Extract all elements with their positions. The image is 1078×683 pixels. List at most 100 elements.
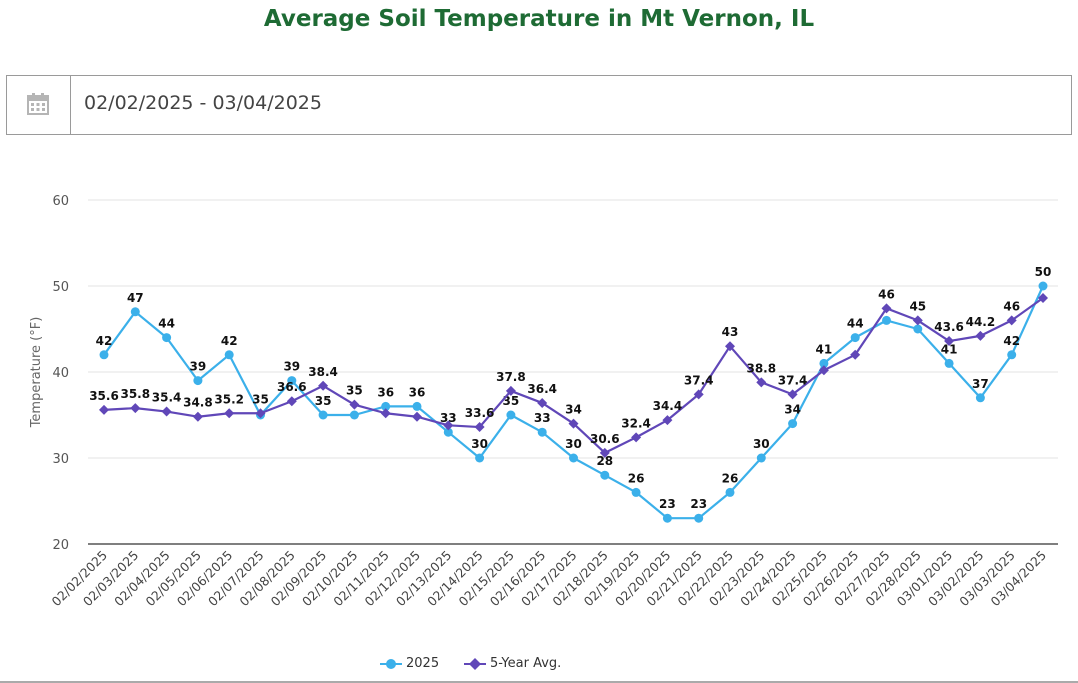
data-point-5-year-avg [756,377,767,388]
data-point-2025 [381,401,391,411]
data-label: 41 [816,342,833,356]
data-point-5-year-avg [161,406,172,417]
data-label: 34 [784,403,801,417]
data-point-5-year-avg [380,408,391,419]
date-range-text: 02/02/2025 - 03/04/2025 [84,92,322,114]
data-label: 46 [878,287,895,301]
data-point-2025 [882,315,891,325]
data-point-2025 [694,513,704,523]
legend-label-2025: 2025 [406,656,440,671]
data-label: 23 [659,497,676,511]
data-point-2025 [662,513,672,523]
data-point-5-year-avg [725,341,735,352]
data-label: 35.4 [152,391,182,405]
y-tick-label: 30 [52,452,69,467]
data-point-2025 [318,410,328,420]
data-label: 26 [628,471,645,485]
data-label: 37 [972,377,989,391]
data-point-5-year-avg [412,411,422,422]
data-label: 32.4 [621,416,651,430]
data-label: 43 [722,325,739,339]
data-label: 39 [190,360,207,374]
series-line-5-year-avg [103,297,1044,454]
data-point-2025 [1007,350,1017,360]
data-point-5-year-avg [568,418,579,429]
date-range-picker[interactable]: 02/02/2025 - 03/04/2025 [6,75,1072,135]
data-label: 33 [534,411,551,425]
data-point-2025 [944,358,954,368]
data-label: 42 [96,334,113,348]
data-label: 34 [565,403,582,417]
data-label: 50 [1035,265,1052,279]
data-point-2025 [349,410,359,420]
data-label: 44 [158,317,175,331]
data-point-2025 [224,350,234,360]
data-point-2025 [506,410,516,420]
data-label: 36.4 [527,382,557,396]
legend-diamond-marker-icon [464,658,486,670]
data-point-2025 [725,487,735,497]
calendar-button[interactable] [7,76,71,134]
data-label: 37.4 [684,373,714,387]
data-label: 47 [127,291,144,305]
data-point-5-year-avg [1038,293,1048,304]
data-point-5-year-avg [975,330,986,341]
data-label: 44.2 [966,315,996,329]
legend-circle-marker-icon [380,659,402,669]
data-point-2025 [287,376,297,386]
bottom-border [0,681,1078,683]
data-label: 37.4 [778,373,808,387]
data-label: 35 [315,394,332,408]
data-label: 36 [409,385,426,399]
data-label: 38.4 [308,365,338,379]
data-point-5-year-avg [255,408,266,419]
data-point-2025 [819,358,829,368]
data-label: 35 [252,392,269,406]
data-point-2025 [443,427,453,437]
data-label: 35 [346,384,363,398]
data-label: 36.6 [277,380,307,394]
data-label: 33.6 [465,406,495,420]
data-label: 43.6 [934,320,964,334]
y-tick-label: 40 [52,366,69,381]
data-point-5-year-avg [944,336,955,347]
data-point-5-year-avg [99,404,109,415]
data-point-5-year-avg [850,349,861,360]
data-point-5-year-avg [224,408,235,419]
data-label: 28 [596,454,613,468]
data-point-5-year-avg [286,396,297,407]
data-point-2025 [412,401,422,411]
data-point-2025 [475,453,485,463]
data-point-5-year-avg [1006,315,1017,326]
data-label: 42 [221,334,238,348]
y-axis-label: Temperature (°F) [29,317,44,429]
data-point-5-year-avg [818,365,829,376]
data-point-5-year-avg [662,415,673,426]
data-point-2025 [193,376,203,386]
data-point-5-year-avg [912,315,923,326]
data-label: 35.8 [120,387,150,401]
data-label: 42 [1003,334,1020,348]
calendar-icon [27,93,49,115]
data-label: 38.8 [746,361,776,375]
data-label: 35.6 [89,389,119,403]
data-label: 39 [283,360,300,374]
data-label: 35 [503,394,520,408]
data-point-2025 [569,453,578,463]
data-point-5-year-avg [787,389,798,400]
data-point-5-year-avg [693,389,704,400]
data-label: 44 [847,317,864,331]
data-label: 46 [1003,299,1020,313]
data-point-2025 [99,350,109,360]
data-label: 30 [471,437,488,451]
data-label: 36 [377,385,394,399]
data-point-5-year-avg [881,303,892,314]
data-point-5-year-avg [192,411,203,422]
data-point-5-year-avg [599,447,610,458]
data-point-5-year-avg [443,420,454,431]
data-point-5-year-avg [130,403,141,414]
data-label: 33 [440,411,457,425]
y-tick-label: 20 [52,538,69,553]
data-point-2025 [788,419,798,429]
